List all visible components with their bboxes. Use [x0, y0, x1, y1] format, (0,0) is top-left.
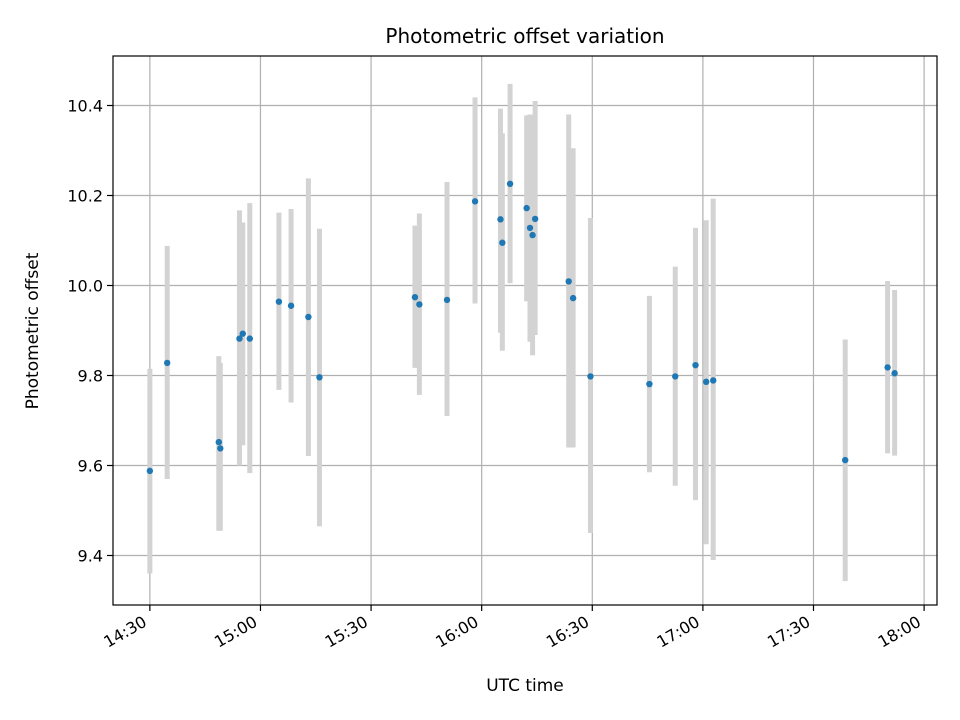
x-axis-label: UTC time: [486, 676, 564, 696]
data-point: [146, 467, 154, 475]
data-point: [710, 377, 717, 384]
data-point: [246, 335, 253, 342]
data-point: [316, 374, 323, 381]
data-point: [443, 296, 451, 304]
data-point: [703, 378, 710, 385]
data-point: [523, 204, 530, 212]
y-axis: 9.4 9.6 9.8 10.0 10.2 10.4: [67, 97, 113, 566]
data-point: [411, 294, 419, 301]
y-tick-label: 10.2: [67, 187, 103, 206]
data-point: [471, 198, 479, 205]
data-point: [569, 294, 577, 302]
data-point: [217, 445, 224, 452]
y-tick-label: 9.6: [78, 457, 103, 476]
y-tick-label: 9.8: [78, 367, 103, 386]
data-point: [884, 364, 891, 371]
data-point: [646, 380, 653, 388]
data-point: [239, 330, 246, 337]
data-point: [163, 359, 171, 367]
y-axis-label: Photometric offset: [23, 252, 43, 409]
data-point: [416, 301, 423, 308]
data-point: [506, 180, 514, 187]
y-tick-label: 10.0: [67, 277, 103, 296]
data-point: [275, 298, 283, 305]
data-point: [499, 239, 506, 246]
data-point: [529, 231, 536, 239]
data-point: [891, 370, 898, 377]
data-point: [841, 456, 849, 464]
data-point: [287, 302, 295, 309]
chart-title: Photometric offset variation: [385, 24, 664, 48]
data-point: [531, 215, 539, 223]
plot-frame: [112, 55, 938, 606]
data-point: [215, 438, 223, 446]
data-point: [692, 361, 699, 369]
data-point: [305, 313, 312, 321]
y-tick-label: 10.4: [67, 97, 103, 116]
data-point: [526, 224, 534, 232]
data-point: [497, 216, 504, 223]
data-point: [565, 278, 572, 285]
y-tick-label: 9.4: [78, 547, 103, 566]
data-point: [672, 373, 679, 380]
data-point: [236, 335, 243, 342]
data-point: [587, 373, 594, 380]
data-points: [146, 180, 898, 475]
